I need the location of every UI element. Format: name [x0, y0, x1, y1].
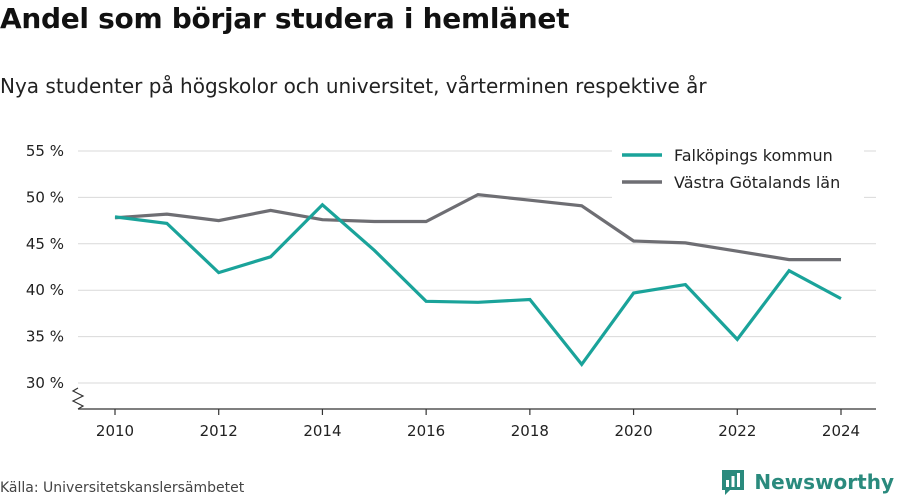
line-chart: 30 %35 %40 %45 %50 %55 % 2010 2012 2014 201… [26, 140, 876, 440]
series-lines [114, 192, 842, 368]
axis-break-icon [71, 387, 85, 410]
series-line [114, 192, 841, 262]
x-axis: 2010 2012 2014 2016 2018 2020 2022 2024 [71, 387, 876, 440]
y-tick-label: 35 % [26, 328, 64, 346]
brand-name: Newsworthy [754, 470, 894, 494]
y-tick-label: 55 % [26, 142, 64, 160]
legend-label: Västra Götalands län [674, 173, 840, 192]
x-tick-label: 2024 [822, 422, 860, 440]
x-tick-label: 2012 [200, 422, 238, 440]
y-tick-label: 45 % [26, 235, 64, 253]
x-tick-label: 2010 [96, 422, 134, 440]
series-line [114, 202, 842, 368]
legend: Falköpings kommun Västra Götalands län [612, 140, 864, 198]
legend-background [612, 140, 864, 198]
newsworthy-logo: Newsworthy [720, 468, 894, 496]
legend-label: Falköpings kommun [674, 146, 833, 165]
chart-title: Andel som börjar studera i hemlänet [0, 2, 570, 35]
y-tick-label: 50 % [26, 188, 64, 206]
source-note: Källa: Universitetskanslersämbetet [0, 480, 245, 496]
chart-subtitle: Nya studenter på högskolor och universit… [0, 74, 707, 98]
x-tick-label: 2016 [407, 422, 445, 440]
x-tick-label: 2018 [511, 422, 549, 440]
y-tick-label: 30 % [26, 374, 64, 392]
y-tick-label: 40 % [26, 281, 64, 299]
y-axis-ticks: 30 % 35 % 40 % 45 % 50 % 55 % [26, 142, 64, 392]
bar-chart-icon [722, 470, 745, 495]
x-tick-label: 2022 [718, 422, 756, 440]
x-tick-label: 2020 [614, 422, 652, 440]
x-tick-label: 2014 [303, 422, 341, 440]
